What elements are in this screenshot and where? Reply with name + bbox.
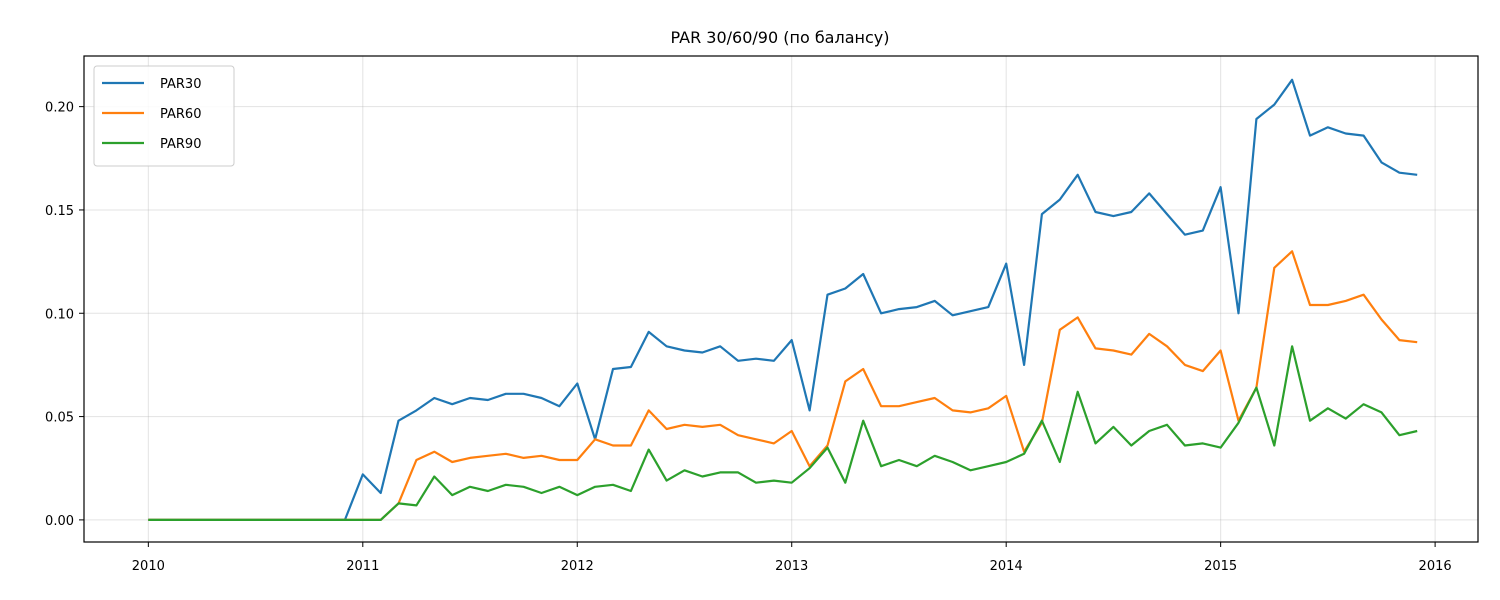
x-axis: 2010 2011 2012 2013 2014 2015 2016 xyxy=(132,542,1452,574)
y-tick-label: 0.15 xyxy=(45,204,74,219)
plot-frame xyxy=(83,55,1479,543)
legend-box xyxy=(93,65,235,167)
x-tick-label: 2011 xyxy=(346,559,379,574)
y-tick-label: 0.05 xyxy=(45,411,74,426)
legend-label-par30: PAR30 xyxy=(160,77,201,92)
x-tick-label: 2012 xyxy=(561,559,594,574)
series-line-par90 xyxy=(148,345,1418,522)
chart-title: PAR 30/60/90 (по балансу) xyxy=(671,28,890,47)
legend-label-par90: PAR90 xyxy=(160,137,201,152)
y-tick-label: 0.10 xyxy=(45,307,74,322)
y-tick-label: 0.20 xyxy=(45,101,74,116)
x-tick-label: 2015 xyxy=(1204,559,1237,574)
x-tick-label: 2013 xyxy=(775,559,808,574)
x-tick-label: 2010 xyxy=(132,559,165,574)
y-axis: 0.00 0.05 0.10 0.15 0.20 xyxy=(45,101,84,529)
y-tick-label: 0.00 xyxy=(45,514,74,529)
series-line-par30 xyxy=(148,78,1418,522)
legend: PAR30 PAR60 PAR90 xyxy=(93,65,235,167)
x-tick-label: 2016 xyxy=(1419,559,1452,574)
x-tick-label: 2014 xyxy=(990,559,1023,574)
plot-lines xyxy=(148,78,1418,522)
legend-label-par60: PAR60 xyxy=(160,107,201,122)
